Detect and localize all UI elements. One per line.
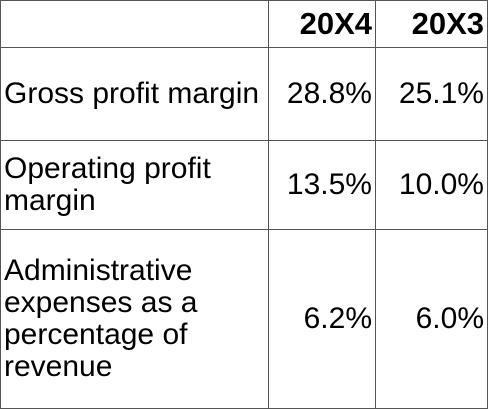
ratio-value: 28.8% <box>268 47 376 141</box>
ratio-value: 13.5% <box>268 140 376 230</box>
column-header: 20X4 <box>268 0 376 48</box>
empty-header <box>0 0 269 48</box>
table-row: Administrative expenses as a percentage … <box>0 229 488 409</box>
row-label: Gross profit margin <box>0 47 269 141</box>
table-row: Gross profit margin 28.8% 25.1% <box>0 47 488 141</box>
ratio-value: 25.1% <box>375 47 488 141</box>
column-header: 20X3 <box>375 0 488 48</box>
table-row: Operating profit margin 13.5% 10.0% <box>0 140 488 230</box>
ratio-value: 6.0% <box>375 229 488 409</box>
ratio-value: 10.0% <box>375 140 488 230</box>
table-body: Gross profit margin 28.8% 25.1% Operating p… <box>0 47 488 409</box>
header-row: 20X4 20X3 <box>0 0 488 48</box>
ratio-value: 6.2% <box>268 229 376 409</box>
row-label: Administrative expenses as a percentage … <box>0 229 269 409</box>
row-label: Operating profit margin <box>0 140 269 230</box>
